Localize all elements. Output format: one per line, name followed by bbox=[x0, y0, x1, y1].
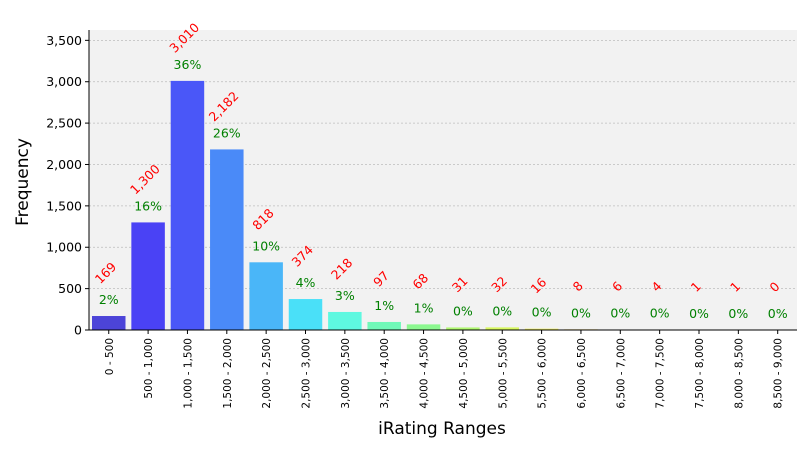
bar bbox=[170, 80, 205, 331]
percent-label: 0% bbox=[492, 303, 512, 318]
x-axis-label: iRating Ranges bbox=[378, 419, 506, 439]
x-tick-label: 8,000 - 8,500 bbox=[733, 338, 745, 409]
bar bbox=[446, 327, 480, 330]
y-tick-label: 3,500 bbox=[46, 33, 82, 48]
x-tick-label: 500 - 1,000 bbox=[143, 338, 155, 399]
x-tick-label: 6,500 - 7,000 bbox=[615, 338, 627, 409]
percent-label: 36% bbox=[174, 57, 202, 72]
y-tick-label: 500 bbox=[58, 281, 82, 296]
bar bbox=[249, 262, 283, 330]
percent-label: 3% bbox=[335, 288, 355, 303]
bar bbox=[328, 311, 362, 330]
percent-label: 0% bbox=[689, 306, 709, 321]
x-tick-label: 3,500 - 4,000 bbox=[379, 338, 391, 409]
y-tick-label: 2,000 bbox=[46, 157, 82, 172]
x-tick-label: 2,500 - 3,000 bbox=[301, 338, 313, 409]
percent-label: 1% bbox=[414, 300, 434, 315]
x-tick-label: 8,500 - 9,000 bbox=[773, 338, 785, 409]
percent-label: 0% bbox=[532, 305, 552, 320]
percent-label: 0% bbox=[610, 306, 630, 321]
bars bbox=[92, 80, 756, 331]
plot-area bbox=[89, 30, 797, 330]
x-tick-label: 4,500 - 5,000 bbox=[458, 338, 470, 409]
y-tick-label: 1,500 bbox=[46, 198, 82, 213]
bar bbox=[131, 222, 165, 330]
bar bbox=[406, 324, 441, 330]
bar bbox=[288, 299, 323, 330]
percent-label: 10% bbox=[252, 238, 280, 253]
y-axis-label: Frequency bbox=[13, 138, 33, 226]
bar bbox=[92, 316, 126, 330]
x-tick-label: 5,500 - 6,000 bbox=[537, 338, 549, 409]
x-tick-label: 1,500 - 2,000 bbox=[222, 338, 234, 409]
x-tick-label: 7,500 - 8,000 bbox=[694, 338, 706, 409]
percent-label: 0% bbox=[453, 303, 473, 318]
x-tick-label: 4,000 - 4,500 bbox=[419, 338, 431, 409]
x-axis-ticks: 0 - 500 500 - 1,000 1,000 - 1,500 1,500 - 2… bbox=[104, 330, 785, 409]
percent-label: 16% bbox=[134, 198, 162, 213]
bar bbox=[367, 321, 401, 330]
percent-label: 0% bbox=[650, 306, 670, 321]
percent-labels: 2% 16% 36% 26% 10% 4% 3% 1% 1% 0% 0% 0% 0% 0% 0% 0% 0% 0% bbox=[99, 57, 788, 321]
y-tick-label: 2,500 bbox=[46, 116, 82, 131]
grid-lines bbox=[89, 39, 797, 290]
y-tick-label: 0 bbox=[74, 323, 82, 338]
percent-label: 2% bbox=[99, 292, 119, 307]
x-tick-label: 1,000 - 1,500 bbox=[182, 338, 194, 409]
percent-label: 1% bbox=[374, 298, 394, 313]
y-tick-label: 3,000 bbox=[46, 74, 82, 89]
x-tick-label: 3,000 - 3,500 bbox=[340, 338, 352, 409]
bar bbox=[210, 149, 244, 330]
x-tick-label: 5,000 - 5,500 bbox=[497, 338, 509, 409]
bar bbox=[485, 327, 519, 330]
bar bbox=[524, 328, 559, 330]
percent-label: 26% bbox=[213, 125, 241, 140]
percent-label: 0% bbox=[768, 306, 788, 321]
y-tick-label: 1,000 bbox=[46, 240, 82, 255]
x-tick-label: 7,000 - 7,500 bbox=[655, 338, 667, 409]
x-tick-label: 0 - 500 bbox=[104, 338, 116, 375]
x-tick-label: 6,000 - 6,500 bbox=[576, 338, 588, 409]
y-axis-ticks: 0 500 1,000 1,500 2,000 2,500 3,000 3,500 bbox=[46, 33, 89, 338]
percent-label: 0% bbox=[728, 306, 748, 321]
x-tick-label: 2,000 - 2,500 bbox=[261, 338, 273, 409]
percent-label: 4% bbox=[296, 275, 316, 290]
percent-label: 0% bbox=[571, 305, 591, 320]
